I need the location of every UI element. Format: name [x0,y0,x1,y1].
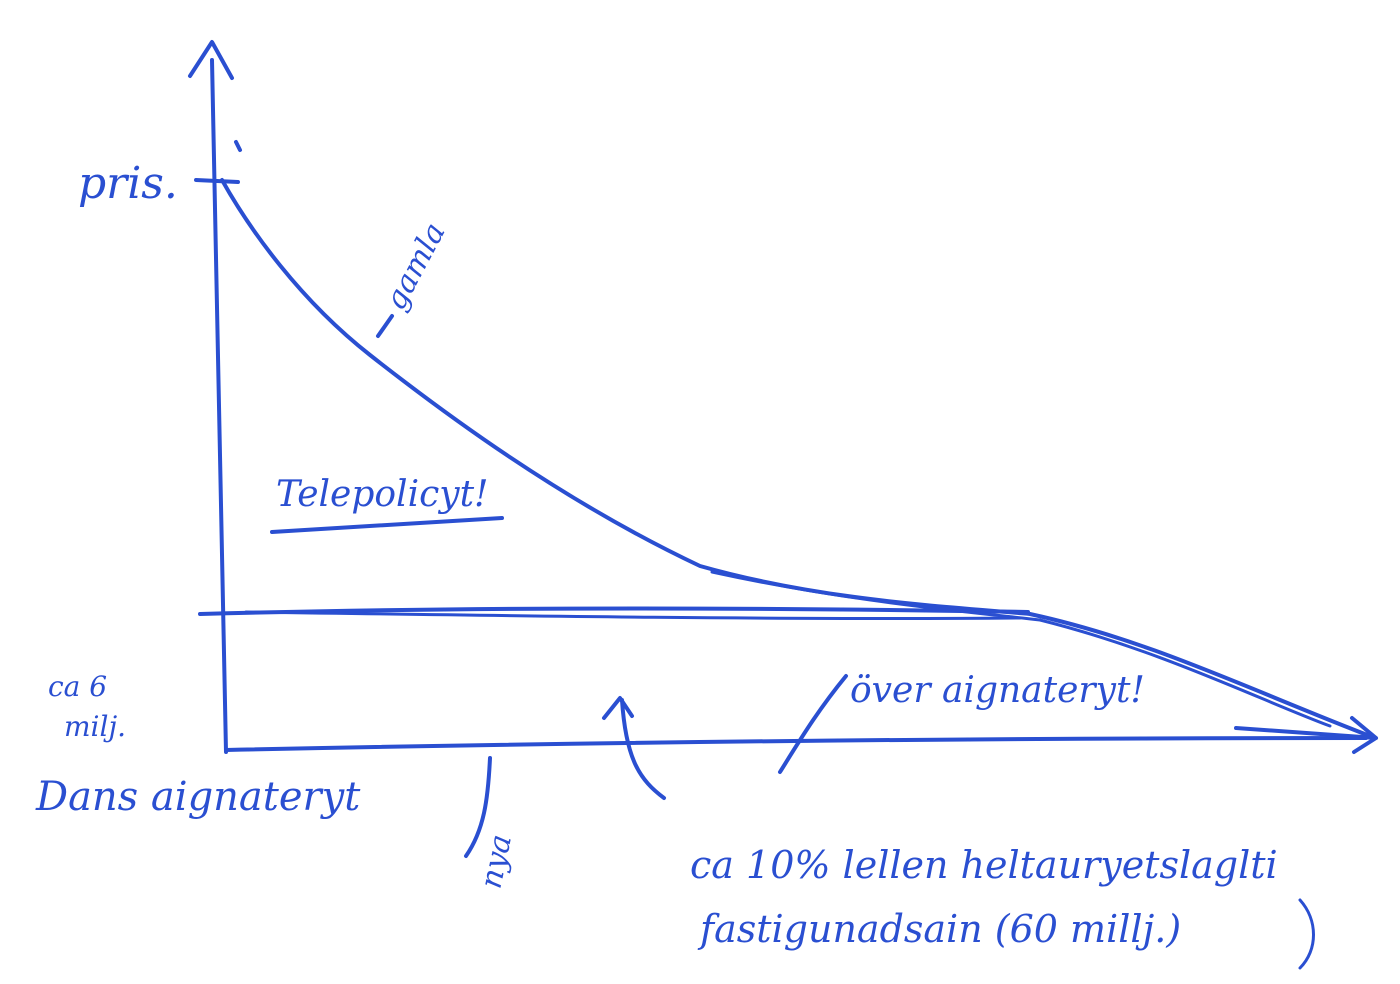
left-note-line3: Dans aignateryt [35,774,361,820]
declining-price-curve [220,178,1372,738]
left-note-line1: ca 6 [48,670,107,703]
gamla-pointer [376,314,394,338]
left-note-line2: milj. [64,710,126,743]
nya-label: nya [474,831,519,891]
bottom-note-line2: fastigunadsain (60 millj.) [697,907,1181,951]
y-axis-label: pris. [78,158,178,209]
right-region-label: över aignateryt! [850,670,1145,711]
y-axis-line [210,58,228,754]
declining-price-curve-overstroke [710,570,1332,728]
y-axis-arrowhead [188,40,234,80]
cost-area-underline [270,516,504,534]
old-curve-label: gamla [378,217,453,316]
y-axis-price-tick [194,178,240,184]
threshold-line-overstroke [244,610,1022,621]
bottom-note-line1: ca 10% lellen heltauryetslaglti [690,843,1278,887]
x-axis-arrowhead [1234,716,1378,754]
cost-area-label: Telepolicyt! [276,474,489,515]
nya-marker-line [464,756,492,858]
right-region-pointer [778,674,848,774]
threshold-line [198,606,1030,616]
up-arrow-head [602,696,634,720]
paren-stroke [1298,898,1315,970]
up-arrow-shaft [620,698,666,800]
ink-dot [234,140,242,152]
